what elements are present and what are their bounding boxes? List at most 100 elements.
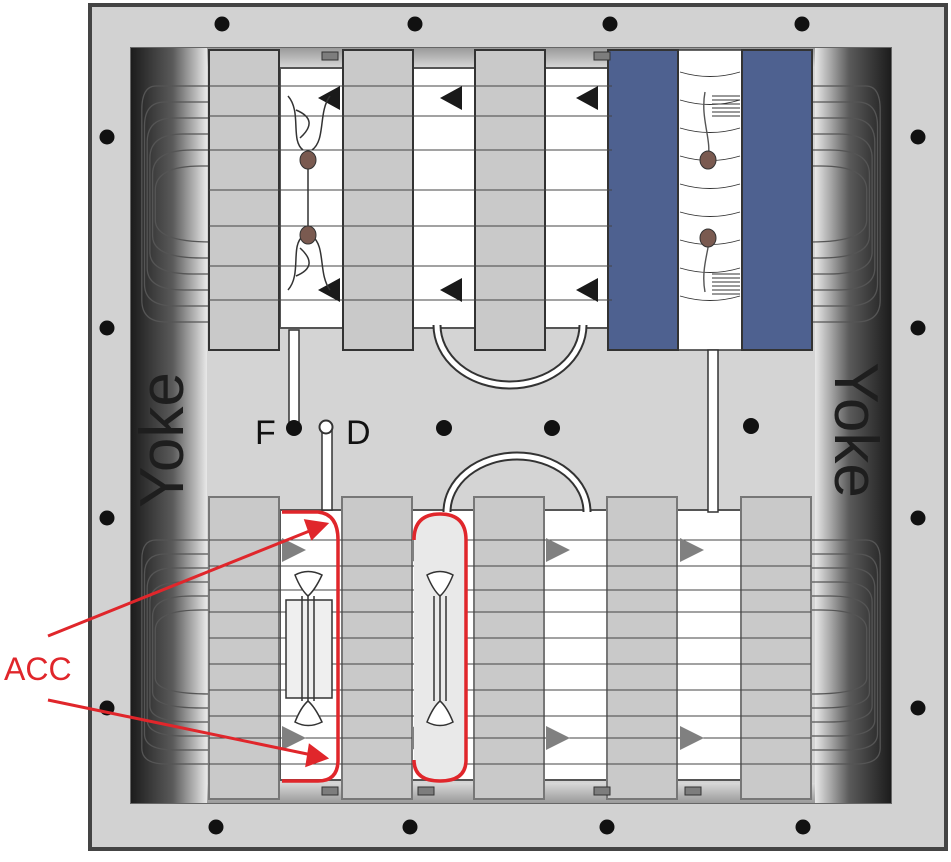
magnet-field-line: [679, 71, 741, 77]
acc-arrowhead-upper: [303, 519, 330, 541]
field-loop-left-upper: [151, 149, 209, 259]
dipole-magnet: [607, 49, 813, 351]
lower-bar-4: [606, 496, 678, 800]
field-loop-left-lower: [141, 539, 209, 765]
field-loop-left-upper: [146, 117, 209, 291]
yoke-label-left: Yoke: [128, 372, 197, 508]
edge-tab: [593, 51, 611, 61]
field-loop-right-upper: [811, 149, 871, 259]
field-loop-right-lower: [811, 567, 876, 737]
triangle-marker: [680, 726, 704, 750]
acc-arrow-lower: [47, 698, 313, 757]
frame-bolt: [599, 819, 615, 835]
triangle-marker: [440, 86, 462, 110]
magnet-field-line: [679, 267, 741, 273]
field-loop-right-upper: [811, 101, 879, 307]
frame-bolt: [99, 129, 115, 145]
frame-bolt: [214, 16, 230, 32]
magnet-field-line: [679, 183, 741, 189]
magnet-field-line: [679, 295, 741, 301]
edge-tab: [321, 51, 339, 61]
frame-bolt: [208, 819, 224, 835]
lower-bars: [208, 496, 812, 800]
field-loop-right-lower: [811, 595, 871, 709]
acc-arrow-upper: [47, 528, 313, 638]
triangle-marker: [282, 726, 306, 750]
field-loop-right-upper: [810, 165, 868, 243]
upper-bar-1: [208, 49, 280, 351]
yoke-label-right: Yoke: [821, 362, 890, 498]
frame-bolt: [602, 16, 618, 32]
inner-hole: [544, 420, 560, 436]
frame-bolts: [99, 16, 926, 835]
frame-bolt: [910, 700, 926, 716]
acc-arrows: [47, 519, 330, 768]
field-lines: [141, 85, 881, 765]
particle: [299, 150, 317, 170]
field-loop-left-lower: [143, 553, 209, 751]
triangle-marker: [282, 538, 306, 562]
field-loop-right-lower: [811, 581, 873, 723]
field-loop-right-lower: [811, 553, 879, 751]
lead-f: [288, 329, 300, 429]
triangle-marker: [576, 86, 598, 110]
acc-cavity-1: [282, 510, 340, 783]
lower-bar-5: [740, 496, 812, 800]
frame-bolt: [402, 819, 418, 835]
magnet-gap: [677, 49, 743, 351]
frame-bolt: [794, 16, 810, 32]
field-loop-right-upper: [811, 85, 881, 323]
upper-bars: [208, 49, 546, 351]
inner-hole: [743, 418, 759, 434]
upper-arc-tube-inner: [434, 324, 586, 388]
field-loop-left-lower: [146, 567, 209, 737]
label-d: D: [346, 414, 371, 452]
frame-bolt: [910, 510, 926, 526]
field-loop-left-upper: [154, 165, 212, 243]
lower-bar-2: [341, 496, 413, 800]
triangle-marker: [440, 278, 462, 302]
inner-hole: [436, 420, 452, 436]
frame-bolt: [910, 129, 926, 145]
triangle-marker: [546, 538, 570, 562]
acc-internal-sketch-2: [426, 570, 454, 727]
edge-tab: [417, 786, 435, 796]
edge-tabs: [321, 51, 702, 796]
edge-tab: [593, 786, 611, 796]
edge-tab: [321, 786, 339, 796]
lower-arc-tube-inner: [444, 453, 590, 513]
field-loop-right-lower: [811, 539, 881, 765]
edge-tab: [684, 786, 702, 796]
magnet-field-line: [679, 99, 741, 105]
triangle-marker: [576, 278, 598, 302]
lower-bar-3: [473, 496, 545, 800]
particle: [299, 225, 317, 245]
upper-bar-3: [474, 49, 546, 351]
particle: [699, 228, 717, 248]
field-loop-left-lower: [151, 595, 209, 709]
magnet-pole-left: [607, 49, 679, 351]
yoke-left: [131, 48, 207, 803]
magnet-pole-right: [741, 49, 813, 351]
field-loop-left-upper: [141, 85, 209, 323]
acc-arrowhead-lower: [305, 743, 330, 768]
label-f: F: [255, 414, 276, 452]
field-loop-right-upper: [811, 117, 876, 291]
magnet-field-line: [679, 127, 741, 133]
lower-bar-1: [208, 496, 280, 800]
field-loop-left-upper: [143, 101, 209, 307]
triangle-marker: [680, 538, 704, 562]
upper-particle-sketch: [287, 95, 331, 291]
horizontal-guide-lines: [209, 85, 811, 765]
leads: [288, 329, 719, 513]
yoke-right: [815, 48, 891, 803]
field-loop-right-lower: [810, 609, 868, 695]
field-loop-left-lower: [154, 609, 212, 695]
particle: [699, 150, 717, 170]
field-loop-right-upper: [811, 133, 873, 275]
acc-label: ACC: [4, 651, 72, 687]
field-loop-left-upper: [149, 133, 209, 275]
frame-bolt: [99, 510, 115, 526]
